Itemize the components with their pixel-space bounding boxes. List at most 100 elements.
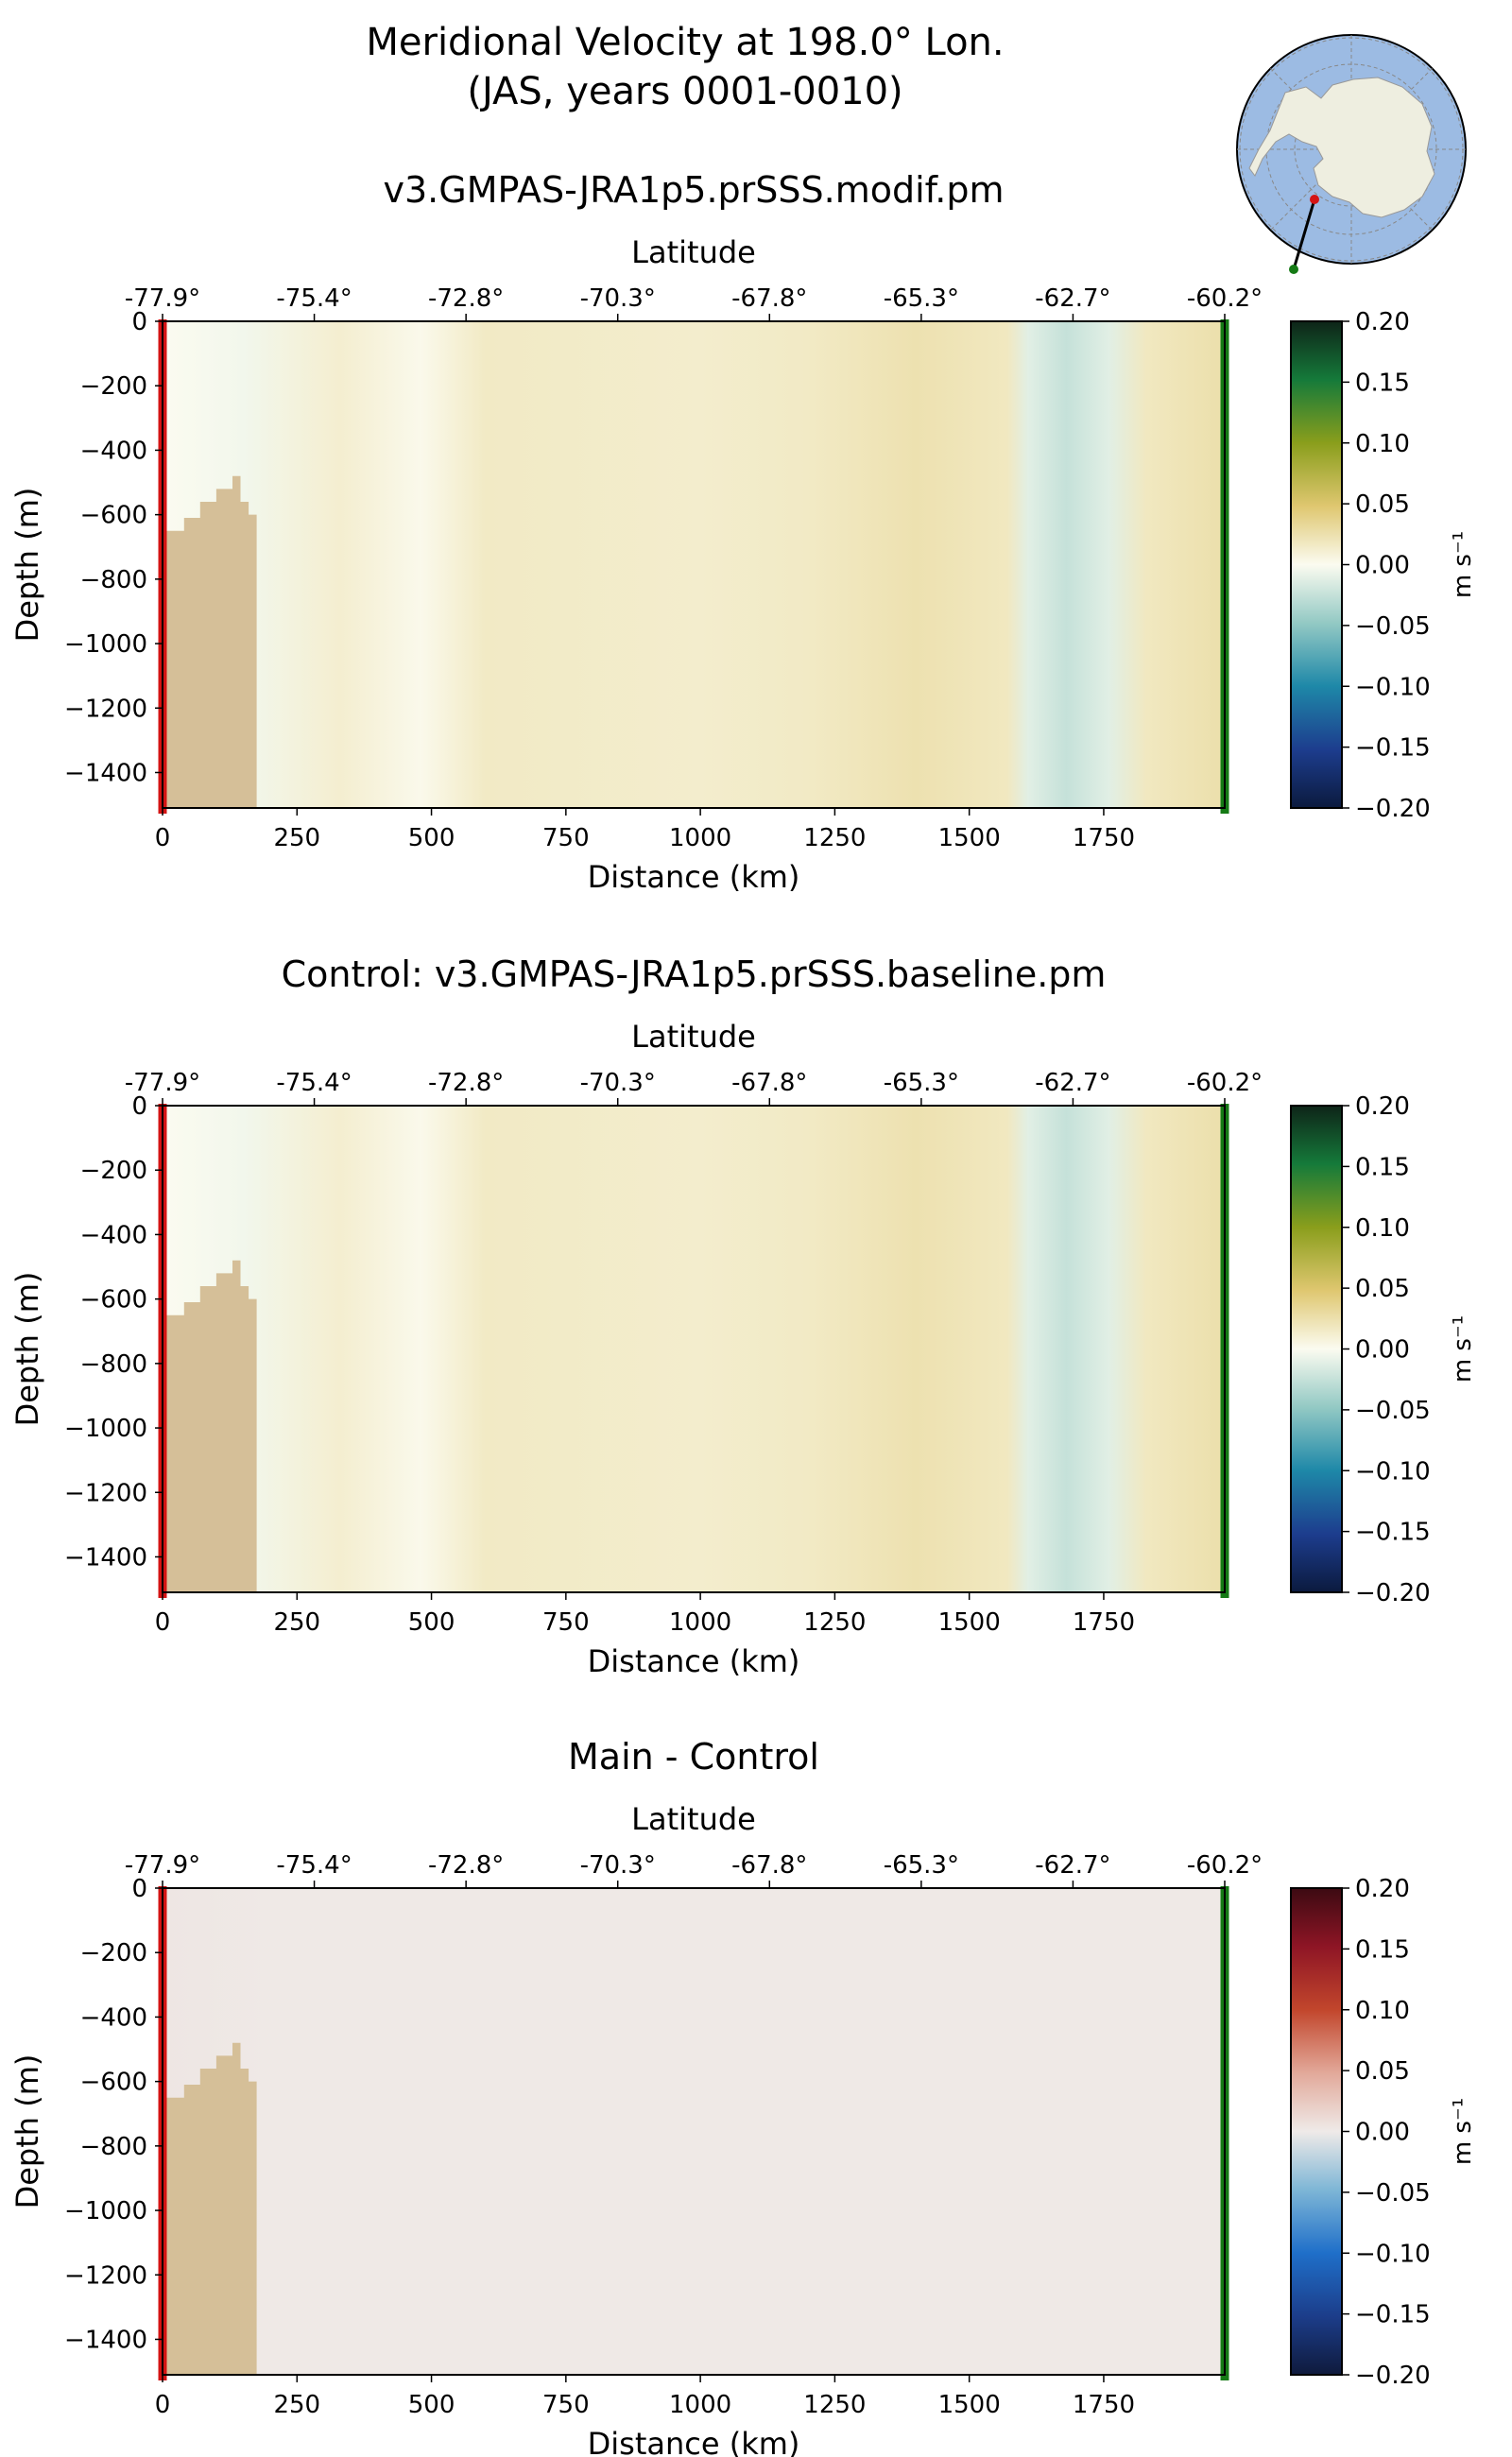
plot-frame [162, 1105, 1226, 1593]
colorbar-units-label: m s⁻¹ [1449, 531, 1477, 598]
colorbar-tick-label: −0.20 [1355, 2362, 1431, 2390]
latitude-tick-label: -75.4° [276, 1069, 352, 1097]
x-tick-label: 1000 [669, 2391, 731, 2419]
latitude-tick-label: -72.8° [428, 1851, 504, 1880]
latitude-axis-label: Latitude [631, 234, 756, 270]
latitude-tick-label: -70.3° [580, 1851, 656, 1880]
y-tick-label: −1200 [64, 1479, 147, 1507]
y-tick-label: −1400 [64, 2326, 147, 2354]
y-tick-label: −200 [80, 1157, 147, 1185]
panel-title: Main - Control [568, 1736, 819, 1778]
x-tick-label: 500 [408, 824, 455, 852]
colorbar [1290, 320, 1343, 809]
colorbar-tick-label: 0.00 [1355, 1336, 1410, 1365]
y-tick-label: −600 [80, 1286, 147, 1314]
bathymetry [163, 2042, 257, 2375]
latitude-tick-label: -60.2° [1187, 284, 1263, 313]
colorbar-tick-label: 0.05 [1355, 1275, 1410, 1303]
colorbar-tick-label: 0.00 [1355, 2119, 1410, 2147]
colorbar-tick-label: −0.20 [1355, 795, 1431, 823]
y-tick-label: −1200 [64, 695, 147, 723]
colorbar-tick-label: −0.15 [1355, 734, 1431, 763]
colorbar-tick-label: 0.00 [1355, 552, 1410, 580]
x-axis-label: Distance (km) [588, 2426, 800, 2457]
transect-line [1292, 198, 1316, 270]
figure-title-line1: Meridional Velocity at 198.0° Lon. [366, 21, 1004, 64]
latitude-tick-label: -70.3° [580, 284, 656, 313]
y-tick-label: −600 [80, 2069, 147, 2097]
colorbar-tick-label: 0.15 [1355, 369, 1410, 397]
y-axis-label: Depth (m) [9, 1272, 45, 1427]
x-tick-label: 500 [408, 2391, 455, 2419]
colorbar-tick-label: −0.20 [1355, 1579, 1431, 1607]
colorbar-tick-label: 0.10 [1355, 430, 1410, 458]
colorbar-tick-label: 0.20 [1355, 1875, 1410, 1903]
colorbar [1290, 1105, 1343, 1593]
colorbar-tick-label: −0.10 [1355, 1457, 1431, 1486]
panel-difference: Main - Control Latitude 0 250 500 750 1000 1250… [9, 1736, 1477, 2457]
y-tick-label: −800 [80, 2133, 147, 2161]
bathymetry [163, 1260, 257, 1592]
latitude-tick-label: -62.7° [1035, 1069, 1110, 1097]
colorbar [1290, 1887, 1343, 2376]
colorbar-tick-label: −0.10 [1355, 673, 1431, 701]
x-axis-label: Distance (km) [588, 1643, 800, 1679]
x-tick-label: 1500 [938, 2391, 1001, 2419]
colorbar-tick-label: 0.10 [1355, 1997, 1410, 2025]
x-tick-label: 1250 [803, 824, 866, 852]
latitude-tick-label: -77.9° [125, 1069, 200, 1097]
latitude-tick-label: -65.3° [884, 1069, 959, 1097]
y-tick-label: −800 [80, 1350, 147, 1379]
figure-title-line2: (JAS, years 0001-0010) [467, 70, 902, 113]
x-tick-label: 1500 [938, 824, 1001, 852]
x-tick-label: 0 [155, 824, 171, 852]
y-tick-label: −1400 [64, 759, 147, 787]
colorbar-tick-label: 0.05 [1355, 490, 1410, 519]
y-tick-label: −200 [80, 372, 147, 401]
y-tick-label: −1200 [64, 2261, 147, 2290]
latitude-axis-label: Latitude [631, 1019, 756, 1055]
x-tick-label: 1250 [803, 2391, 866, 2419]
velocity-field [163, 1888, 1225, 2375]
colorbar-tick-label: −0.05 [1355, 2179, 1431, 2208]
latitude-tick-label: -75.4° [276, 1851, 352, 1880]
transect-end-marker [1289, 265, 1298, 274]
y-tick-label: −200 [80, 1939, 147, 1967]
x-tick-label: 0 [155, 2391, 171, 2419]
colorbar-tick-label: 0.15 [1355, 1153, 1410, 1181]
latitude-tick-label: -77.9° [125, 284, 200, 313]
x-tick-label: 1750 [1073, 824, 1135, 852]
colorbar-tick-label: −0.10 [1355, 2240, 1431, 2268]
y-tick-label: −1000 [64, 1415, 147, 1443]
transect-start-marker [1310, 195, 1319, 204]
latitude-tick-label: -60.2° [1187, 1851, 1263, 1880]
x-tick-label: 1500 [938, 1608, 1001, 1637]
panel-title: v3.GMPAS-JRA1p5.prSSS.modif.pm [384, 169, 1005, 211]
latitude-tick-label: -65.3° [884, 1851, 959, 1880]
x-tick-label: 250 [273, 824, 320, 852]
latitude-tick-label: -67.8° [731, 1851, 807, 1880]
x-tick-label: 1000 [669, 1608, 731, 1637]
x-tick-label: 1250 [803, 1608, 866, 1637]
panel-main: v3.GMPAS-JRA1p5.prSSS.modif.pm Latitude 0 2… [9, 169, 1477, 895]
latitude-tick-label: -62.7° [1035, 284, 1110, 313]
y-axis-label: Depth (m) [9, 2054, 45, 2209]
x-tick-label: 750 [542, 824, 590, 852]
x-tick-label: 250 [273, 2391, 320, 2419]
latitude-tick-label: -67.8° [731, 284, 807, 313]
x-tick-label: 750 [542, 1608, 590, 1637]
velocity-field [163, 1106, 1225, 1592]
plot-frame [162, 1887, 1226, 2376]
y-axis-label: Depth (m) [9, 488, 45, 643]
colorbar-tick-label: 0.10 [1355, 1214, 1410, 1243]
latitude-tick-label: -65.3° [884, 284, 959, 313]
x-tick-label: 1750 [1073, 1608, 1135, 1637]
colorbar-tick-label: −0.05 [1355, 612, 1431, 641]
colorbar-units-label: m s⁻¹ [1449, 1315, 1477, 1383]
x-tick-label: 250 [273, 1608, 320, 1637]
colorbar-tick-label: −0.05 [1355, 1397, 1431, 1425]
latitude-tick-label: -72.8° [428, 1069, 504, 1097]
plot-frame [162, 320, 1226, 809]
inset-globe-map [1236, 34, 1467, 274]
